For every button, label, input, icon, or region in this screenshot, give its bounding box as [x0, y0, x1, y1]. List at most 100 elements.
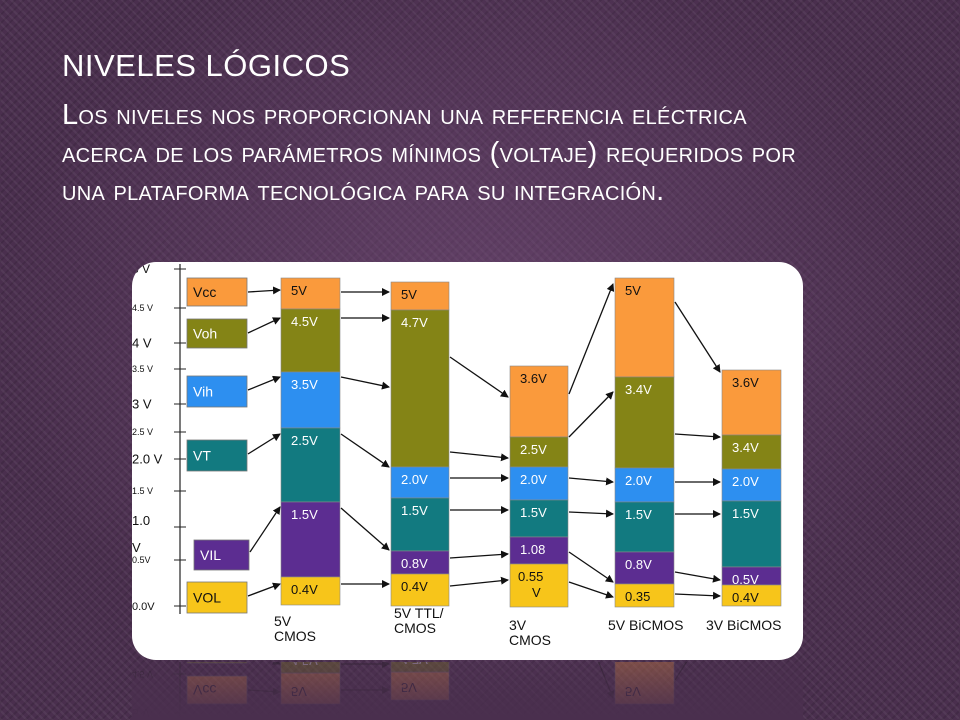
segment-value: 0.8V [625, 557, 652, 572]
segment-value: 0.35 [625, 589, 650, 604]
column-4-segment-orange [614, 277, 675, 378]
segment-value: 3.5V [291, 377, 318, 392]
segment-value: 0.4V [732, 590, 759, 605]
y-axis-tick-label: 1.0 [132, 513, 150, 528]
legend-box-vil [193, 539, 250, 571]
column-2-segment-blue [390, 466, 450, 499]
column-1-segment-blue [280, 371, 341, 429]
column-3-segment-orange [509, 365, 569, 438]
column-4-segment-purple [614, 551, 675, 585]
level-arrow [674, 571, 721, 583]
column-5-segment-olive [721, 434, 782, 470]
segment-value: 1.5V [401, 503, 428, 518]
segment-value: 2.0V [625, 473, 652, 488]
legend-label: Vih [193, 384, 213, 400]
segment-value: 3.6V [520, 371, 547, 386]
column-5-segment-blue [721, 468, 782, 502]
legend-label: Vcc [193, 284, 216, 300]
column-2-segment-yellow [390, 573, 450, 607]
level-arrow [568, 551, 614, 583]
level-arrow [449, 356, 509, 398]
column-5-segment-orange [721, 369, 782, 436]
column-label: 3V BiCMOS [706, 617, 781, 633]
segment-value: 2.5V [520, 442, 547, 457]
column-2-segment-olive [390, 309, 450, 468]
column-1-segment-orange [280, 277, 341, 310]
level-arrow [247, 582, 281, 597]
slide-title: NIVELES LÓGICOS [62, 48, 351, 83]
y-axis-tick-label: 0.5V [132, 555, 151, 565]
segment-value: 0.4V [401, 579, 428, 594]
segment-value: 2.5V [291, 433, 318, 448]
segment-value: 5V [401, 287, 417, 302]
level-arrow [568, 391, 614, 438]
column-5-segment-yellow [721, 584, 782, 607]
segment-value: 3.4V [732, 440, 759, 455]
column-label: 5V [274, 613, 292, 629]
column-label: 5V TTL/ [394, 605, 444, 621]
y-axis-tick-label: 3 V [132, 397, 152, 412]
segment-value: 2.0V [401, 472, 428, 487]
segment-value: 5V [291, 283, 307, 298]
segment-value-unit: V [532, 585, 541, 600]
y-axis-tick-label: 2.0 V [132, 452, 163, 467]
segment-value: 1.08 [520, 542, 545, 557]
column-4-segment-teal [614, 501, 675, 553]
level-arrow [340, 376, 390, 390]
column-1-segment-purple [280, 501, 341, 578]
y-axis-tick-label: 0.0V [132, 601, 155, 613]
column-5-segment-teal [721, 500, 782, 568]
level-arrow [247, 433, 281, 455]
legend-label: VT [193, 448, 211, 464]
level-arrow [674, 591, 721, 600]
segment-value: 1.5V [625, 507, 652, 522]
column-3-segment-yellow [509, 563, 569, 608]
level-arrow [568, 509, 614, 518]
segment-value: 0.55 [518, 569, 543, 584]
y-axis-tick-label: 4 V [132, 336, 152, 351]
segment-value: 1.5V [520, 505, 547, 520]
segment-value: 0.8V [401, 556, 428, 571]
level-arrow [340, 507, 390, 551]
legend-box-vcc [186, 277, 248, 307]
y-axis-tick-label: 4.5 V [132, 303, 153, 313]
segment-value: 4.7V [401, 315, 428, 330]
segment-value: 2.0V [732, 474, 759, 489]
legend-label: VOL [193, 590, 221, 606]
column-2-segment-orange [390, 281, 450, 311]
legend-label: Voh [193, 326, 217, 342]
level-arrow [249, 506, 281, 553]
level-arrow [247, 286, 281, 295]
column-label: CMOS [274, 628, 316, 644]
diagram-reflection: 5 V4.5 V4 V3.5 V3 V2.5 V2.0 V1.5 V1.0V0.… [132, 662, 803, 720]
level-arrow [449, 451, 509, 462]
level-arrow [568, 477, 614, 486]
level-arrow [568, 283, 615, 395]
column-1-segment-yellow [280, 576, 341, 606]
level-arrow [449, 550, 509, 559]
legend-box-vt [186, 439, 248, 472]
legend-box-vih [186, 375, 248, 408]
legend-label: VIL [200, 547, 221, 563]
y-axis-tick-label: 3.5 V [132, 364, 153, 374]
segment-value: 1.5V [291, 507, 318, 522]
segment-value: 3.4V [625, 382, 652, 397]
column-4-segment-blue [614, 467, 675, 503]
segment-value: 0.5V [732, 572, 759, 587]
column-3-segment-blue [509, 466, 569, 501]
level-arrow [340, 433, 390, 468]
column-label: 5V BiCMOS [608, 617, 683, 633]
segment-value: 4.5V [291, 314, 318, 329]
level-arrow [674, 432, 721, 441]
segment-value: 1.5V [732, 506, 759, 521]
slide-subtitle: Los niveles nos proporcionan una referen… [62, 99, 797, 207]
y-axis-tick-label: 2.5 V [132, 427, 153, 437]
column-4-segment-yellow [614, 583, 675, 608]
column-3-segment-purple [509, 536, 569, 565]
legend-box-voh [186, 318, 248, 349]
column-1-segment-olive [280, 308, 341, 373]
y-axis-tick-label: 1.5 V [132, 486, 153, 496]
segment-value: 3.6V [732, 375, 759, 390]
level-arrow [674, 301, 721, 373]
